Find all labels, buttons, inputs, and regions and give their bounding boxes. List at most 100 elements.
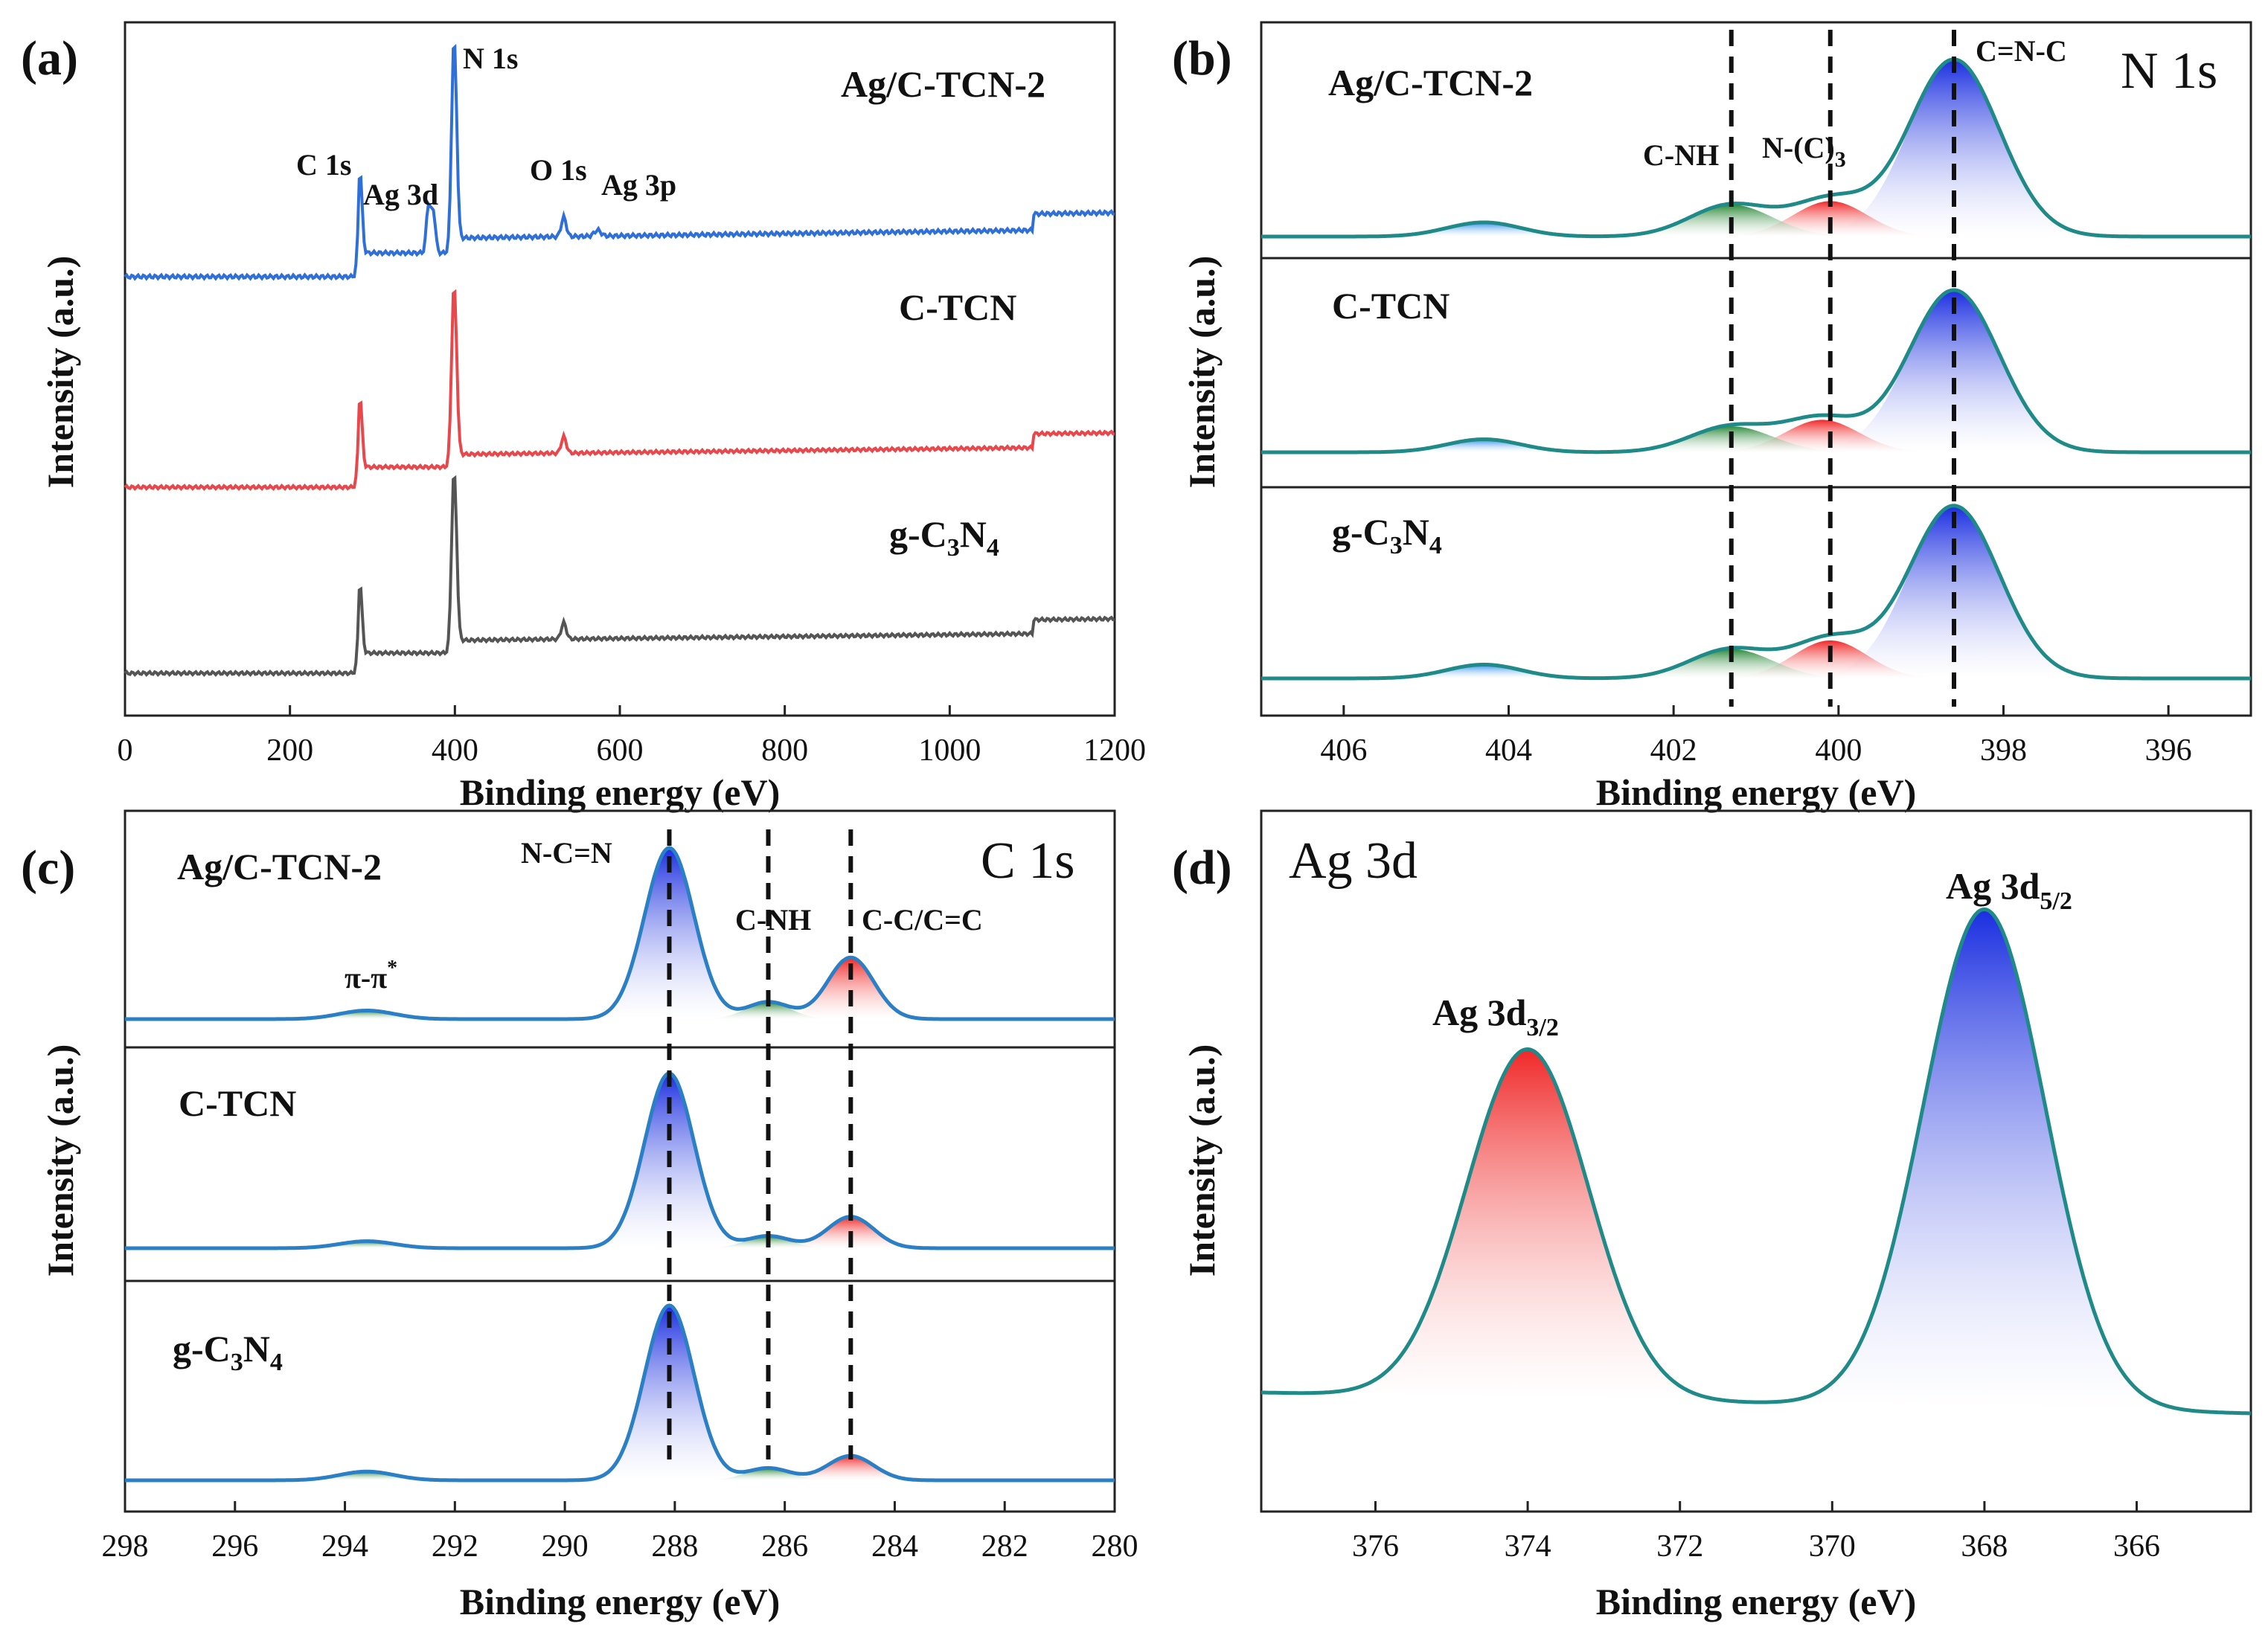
panel-a-tick-label-800: 800: [761, 733, 808, 768]
panel-a-sample-gcn: g-C3N4: [889, 513, 999, 562]
panel-c-xlabel: Binding energy (eV): [460, 1581, 781, 1622]
panel-a-frame: [124, 21, 1116, 717]
panel-c-tick-label-296: 296: [211, 1529, 258, 1564]
survey-line-g-c3n4: [124, 475, 1115, 678]
panel-b-annot-nc3: N-(C)3: [1762, 131, 1846, 172]
panel-a-tick-label-200: 200: [266, 733, 313, 768]
panel-b-n1s: (b) 406 404 402 400 398 396 N 1s Ag/C-TCN-2 C…: [1172, 21, 2252, 813]
peak-label-ag3p: Ag 3p: [601, 168, 676, 202]
panel-b-series: [1261, 57, 2251, 681]
ag3d-component-ag-3d5-2: [1790, 909, 2179, 1409]
panel-a-series: [124, 43, 1115, 678]
panel-c-envelope-g-c3n4: [125, 1303, 1115, 1483]
panel-a-tick-label-600: 600: [597, 733, 644, 768]
panel-d-series: [1261, 907, 2252, 1416]
panel-d-tick-label-366: 366: [2113, 1529, 2160, 1564]
panel-c-tick-label-280: 280: [1092, 1529, 1138, 1564]
peak-label-c1s: C 1s: [296, 148, 351, 182]
panel-c-tick-label-292: 292: [432, 1529, 478, 1564]
panel-b-sample-ag: Ag/C-TCN-2: [1328, 62, 1533, 103]
panel-a-tick-label-1000: 1000: [918, 733, 981, 768]
panel-c-annot-ncn: N-C=N: [521, 836, 612, 870]
panel-c-c1s: (c) 298 296 294 292 290 288 286 284 282 280 C 1s …: [21, 809, 1138, 1622]
panel-c-tick-label-288: 288: [651, 1529, 698, 1564]
panel-c-x-axis: 298 296 294 292 290 288 286 284 282 280: [102, 1501, 1138, 1564]
survey-line-c-tcn: [124, 289, 1115, 492]
panel-c-series: [125, 846, 1115, 1483]
survey-line-ag-c-tcn-2: [124, 43, 1115, 281]
panel-d-label: (d): [1172, 841, 1232, 895]
peak-label-n1s: N 1s: [463, 42, 518, 75]
panel-b-ylabel: Intensity (a.u.): [1181, 256, 1223, 489]
panel-b-tick-label-398: 398: [1980, 733, 2027, 768]
panel-b-x-axis: 406 404 402 400 398 396: [1320, 705, 2192, 768]
panel-b-reference-lines: [1729, 30, 1956, 707]
panel-d-ylabel: Intensity (a.u.): [1181, 1044, 1223, 1277]
panel-a-label: (a): [21, 31, 78, 86]
panel-d-annot-ag3d32: Ag 3d3/2: [1432, 992, 1559, 1041]
panel-d-xlabel: Binding energy (eV): [1596, 1581, 1917, 1622]
panel-d-x-axis: 376 374 372 370 368 366: [1352, 1501, 2160, 1564]
panel-d-tick-label-374: 374: [1505, 1529, 1551, 1564]
panel-a-tick-label-0: 0: [118, 733, 133, 768]
panel-a-survey: (a) 0 200 400 600 800 1000 1200 Ag/C-TCN-2 C-T…: [21, 21, 1146, 813]
panel-a-sample-ctcn: C-TCN: [899, 286, 1016, 328]
panel-b-envelope-c-tcn: [1261, 288, 2251, 455]
panel-c-core-label: C 1s: [981, 832, 1074, 890]
panel-d-annot-ag3d52: Ag 3d5/2: [1946, 865, 2072, 915]
panel-c-annot-pipi: π-π*: [345, 957, 397, 995]
panel-b-component-c-tcn-c-n-c: [1808, 290, 2100, 452]
panel-c-ylabel: Intensity (a.u.): [39, 1044, 81, 1277]
panel-c-tick-label-290: 290: [542, 1529, 589, 1564]
panel-c-tick-label-298: 298: [102, 1529, 149, 1564]
panel-b-tick-label-406: 406: [1320, 733, 1367, 768]
panel-a-x-axis: 0 200 400 600 800 1000 1200: [118, 705, 1146, 768]
panel-a-tick-label-1200: 1200: [1083, 733, 1146, 768]
panel-b-envelope-g-c3n4: [1261, 504, 2251, 681]
panel-b-sample-gcn: g-C3N4: [1332, 511, 1442, 559]
panel-c-frame: [124, 809, 1116, 1513]
panel-c-annot-cc: C-C/C=C: [862, 903, 983, 937]
panel-c-envelope-ag-c-tcn-2: [125, 846, 1115, 1021]
panel-c-sample-ag: Ag/C-TCN-2: [177, 846, 382, 887]
panel-a-tick-label-400: 400: [432, 733, 478, 768]
panel-c-sample-ctcn: C-TCN: [179, 1082, 296, 1124]
panel-b-tick-label-402: 402: [1650, 733, 1697, 768]
panel-b-core-label: N 1s: [2121, 42, 2217, 100]
ag3d-envelope: [1261, 907, 2252, 1416]
peak-label-ag3d: Ag 3d: [363, 178, 438, 211]
panel-c-label: (c): [21, 841, 75, 895]
panel-b-tick-label-400: 400: [1815, 733, 1862, 768]
panel-b-component-g-c3n4-c-n-c: [1808, 506, 2100, 678]
panel-d-frame: [1260, 809, 2252, 1513]
panel-a-xlabel: Binding energy (eV): [460, 771, 781, 813]
panel-d-tick-label-372: 372: [1656, 1529, 1703, 1564]
ag3d-component-ag-3d3-2: [1333, 1049, 1723, 1401]
panel-b-envelope-ag-c-tcn-2: [1261, 57, 2251, 239]
peak-label-o1s: O 1s: [530, 153, 587, 187]
panel-a-ylabel: Intensity (a.u.): [39, 256, 81, 489]
panel-c-tick-label-286: 286: [761, 1529, 808, 1564]
panel-c-envelope-c-tcn: [125, 1071, 1115, 1250]
panel-b-xlabel: Binding energy (eV): [1596, 771, 1917, 813]
panel-d-tick-label-368: 368: [1961, 1529, 2008, 1564]
panel-d-tick-label-370: 370: [1809, 1529, 1856, 1564]
panel-b-tick-label-396: 396: [2145, 733, 2192, 768]
panel-b-sample-ctcn: C-TCN: [1332, 285, 1449, 327]
panel-c-tick-label-284: 284: [871, 1529, 918, 1564]
panel-a-sample-ag: Ag/C-TCN-2: [841, 63, 1045, 105]
panel-c-sample-gcn: g-C3N4: [173, 1328, 283, 1376]
panel-b-label: (b): [1172, 31, 1232, 86]
panel-d-tick-label-376: 376: [1352, 1529, 1399, 1564]
panel-b-frame: [1260, 21, 2252, 717]
panel-c-reference-lines: [667, 829, 853, 1459]
panel-c-component-g-c3n4-c-nh: [697, 1468, 839, 1480]
panel-d-ag3d: (d) 376 374 372 370 368 366 Ag 3d Ag 3d3/2 Ag…: [1172, 809, 2252, 1622]
panel-b-tick-label-404: 404: [1485, 733, 1532, 768]
panel-d-core-label: Ag 3d: [1289, 832, 1418, 890]
panel-c-tick-label-294: 294: [321, 1529, 368, 1564]
panel-c-tick-label-282: 282: [981, 1529, 1028, 1564]
panel-b-annot-cnh: C-NH: [1643, 138, 1719, 172]
panel-c-annot-cnh: C-NH: [735, 903, 811, 937]
